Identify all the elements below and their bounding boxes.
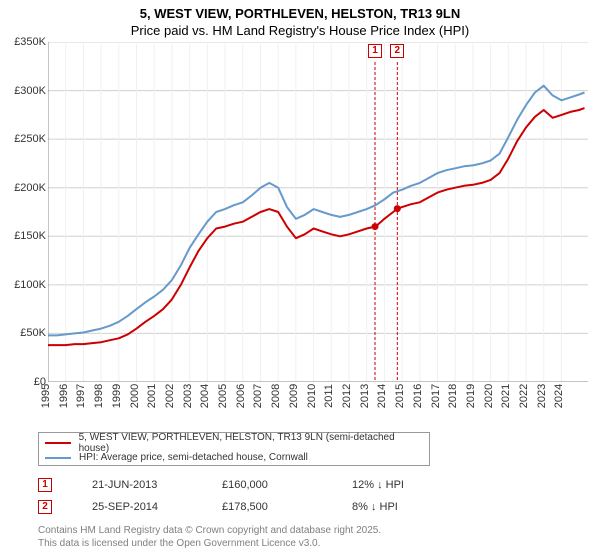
x-tick-label: 2016 [412, 384, 424, 408]
legend-row: 5, WEST VIEW, PORTHLEVEN, HELSTON, TR13 … [45, 435, 423, 450]
y-tick-label: £300K [14, 85, 46, 97]
x-tick-label: 2011 [323, 384, 335, 408]
x-tick-label: 2024 [553, 384, 565, 408]
x-tick-label: 2006 [235, 384, 247, 408]
sale-marker-1: 1 [38, 478, 52, 492]
x-tick-label: 2004 [199, 384, 211, 408]
x-tick-label: 2005 [217, 384, 229, 408]
x-tick-label: 2022 [518, 384, 530, 408]
legend-swatch [45, 457, 71, 459]
y-tick-label: £50K [20, 327, 46, 339]
chart-marker-2: 2 [390, 44, 404, 58]
footer-line2: This data is licensed under the Open Gov… [38, 537, 578, 550]
legend-swatch [45, 442, 71, 444]
chart-area: £0£50K£100K£150K£200K£250K£300K£350K 12 … [0, 42, 600, 422]
y-tick-label: £250K [14, 133, 46, 145]
x-tick-label: 2013 [359, 384, 371, 408]
x-tick-label: 2000 [129, 384, 141, 408]
y-axis: £0£50K£100K£150K£200K£250K£300K£350K [0, 42, 48, 382]
x-tick-label: 2023 [536, 384, 548, 408]
footer-line1: Contains HM Land Registry data © Crown c… [38, 524, 578, 537]
y-tick-label: £200K [14, 182, 46, 194]
x-tick-label: 2021 [500, 384, 512, 408]
sale-marker-2: 2 [38, 500, 52, 514]
x-axis: 1995199619971998199920002001200220032004… [48, 382, 588, 422]
x-tick-label: 2010 [306, 384, 318, 408]
title-subtitle: Price paid vs. HM Land Registry's House … [0, 23, 600, 38]
x-tick-label: 1998 [93, 384, 105, 408]
plot-svg [48, 42, 588, 382]
x-tick-label: 2003 [182, 384, 194, 408]
x-tick-label: 2019 [465, 384, 477, 408]
x-tick-label: 2009 [288, 384, 300, 408]
footer: Contains HM Land Registry data © Crown c… [38, 524, 578, 550]
sale-delta-1: 12% ↓ HPI [352, 479, 442, 491]
legend-label: 5, WEST VIEW, PORTHLEVEN, HELSTON, TR13 … [79, 432, 423, 454]
x-tick-label: 2012 [341, 384, 353, 408]
x-tick-label: 2014 [376, 384, 388, 408]
sale-row-2: 2 25-SEP-2014 £178,500 8% ↓ HPI [38, 498, 578, 516]
plot-area: 12 [48, 42, 588, 382]
title-block: 5, WEST VIEW, PORTHLEVEN, HELSTON, TR13 … [0, 0, 600, 38]
sale-delta-2: 8% ↓ HPI [352, 501, 442, 513]
y-tick-label: £150K [14, 230, 46, 242]
x-tick-label: 2008 [270, 384, 282, 408]
x-tick-label: 2002 [164, 384, 176, 408]
x-tick-label: 1997 [75, 384, 87, 408]
legend-label: HPI: Average price, semi-detached house,… [79, 452, 308, 463]
x-tick-label: 2018 [447, 384, 459, 408]
sale-date-2: 25-SEP-2014 [92, 501, 182, 513]
x-tick-label: 1996 [58, 384, 70, 408]
chart-container: 5, WEST VIEW, PORTHLEVEN, HELSTON, TR13 … [0, 0, 600, 560]
y-tick-label: £350K [14, 36, 46, 48]
x-tick-label: 2015 [394, 384, 406, 408]
legend-box: 5, WEST VIEW, PORTHLEVEN, HELSTON, TR13 … [38, 432, 430, 466]
chart-marker-1: 1 [368, 44, 382, 58]
x-tick-label: 2001 [146, 384, 158, 408]
x-tick-label: 2017 [430, 384, 442, 408]
x-tick-label: 1995 [40, 384, 52, 408]
y-tick-label: £100K [14, 279, 46, 291]
title-address: 5, WEST VIEW, PORTHLEVEN, HELSTON, TR13 … [0, 6, 600, 21]
sale-row-1: 1 21-JUN-2013 £160,000 12% ↓ HPI [38, 476, 578, 494]
sale-price-2: £178,500 [222, 501, 312, 513]
x-tick-label: 2020 [483, 384, 495, 408]
sale-price-1: £160,000 [222, 479, 312, 491]
x-tick-label: 1999 [111, 384, 123, 408]
sale-date-1: 21-JUN-2013 [92, 479, 182, 491]
x-tick-label: 2007 [252, 384, 264, 408]
